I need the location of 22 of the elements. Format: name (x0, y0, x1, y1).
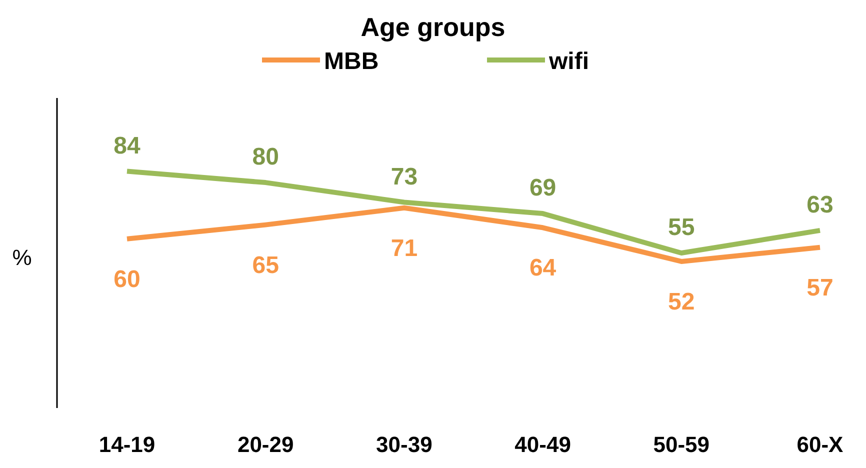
data-label: 69 (529, 174, 556, 202)
data-label: 55 (668, 214, 695, 241)
data-label: 64 (529, 254, 557, 282)
x-tick-label: 20-29 (237, 432, 294, 457)
data-label: 84 (114, 132, 141, 160)
data-label: 57 (806, 274, 834, 302)
x-tick-label: 50-59 (653, 432, 710, 457)
data-label: 73 (390, 163, 418, 190)
chart-title: Age groups (360, 12, 506, 42)
data-label: 80 (252, 144, 279, 171)
x-tick-label: 30-39 (376, 432, 432, 457)
x-tick-label: 40-49 (514, 432, 571, 457)
y-axis-title: % (12, 245, 32, 270)
x-tick-label: 60-X (796, 432, 844, 457)
legend-label: wifi (548, 48, 589, 75)
legend-label: MBB (324, 48, 379, 75)
data-label: 52 (668, 288, 695, 316)
data-label: 65 (252, 252, 279, 279)
x-tick-label: 14-19 (98, 432, 156, 457)
data-label: 63 (806, 191, 834, 218)
data-label: 71 (390, 234, 418, 262)
data-label: 60 (114, 266, 140, 293)
